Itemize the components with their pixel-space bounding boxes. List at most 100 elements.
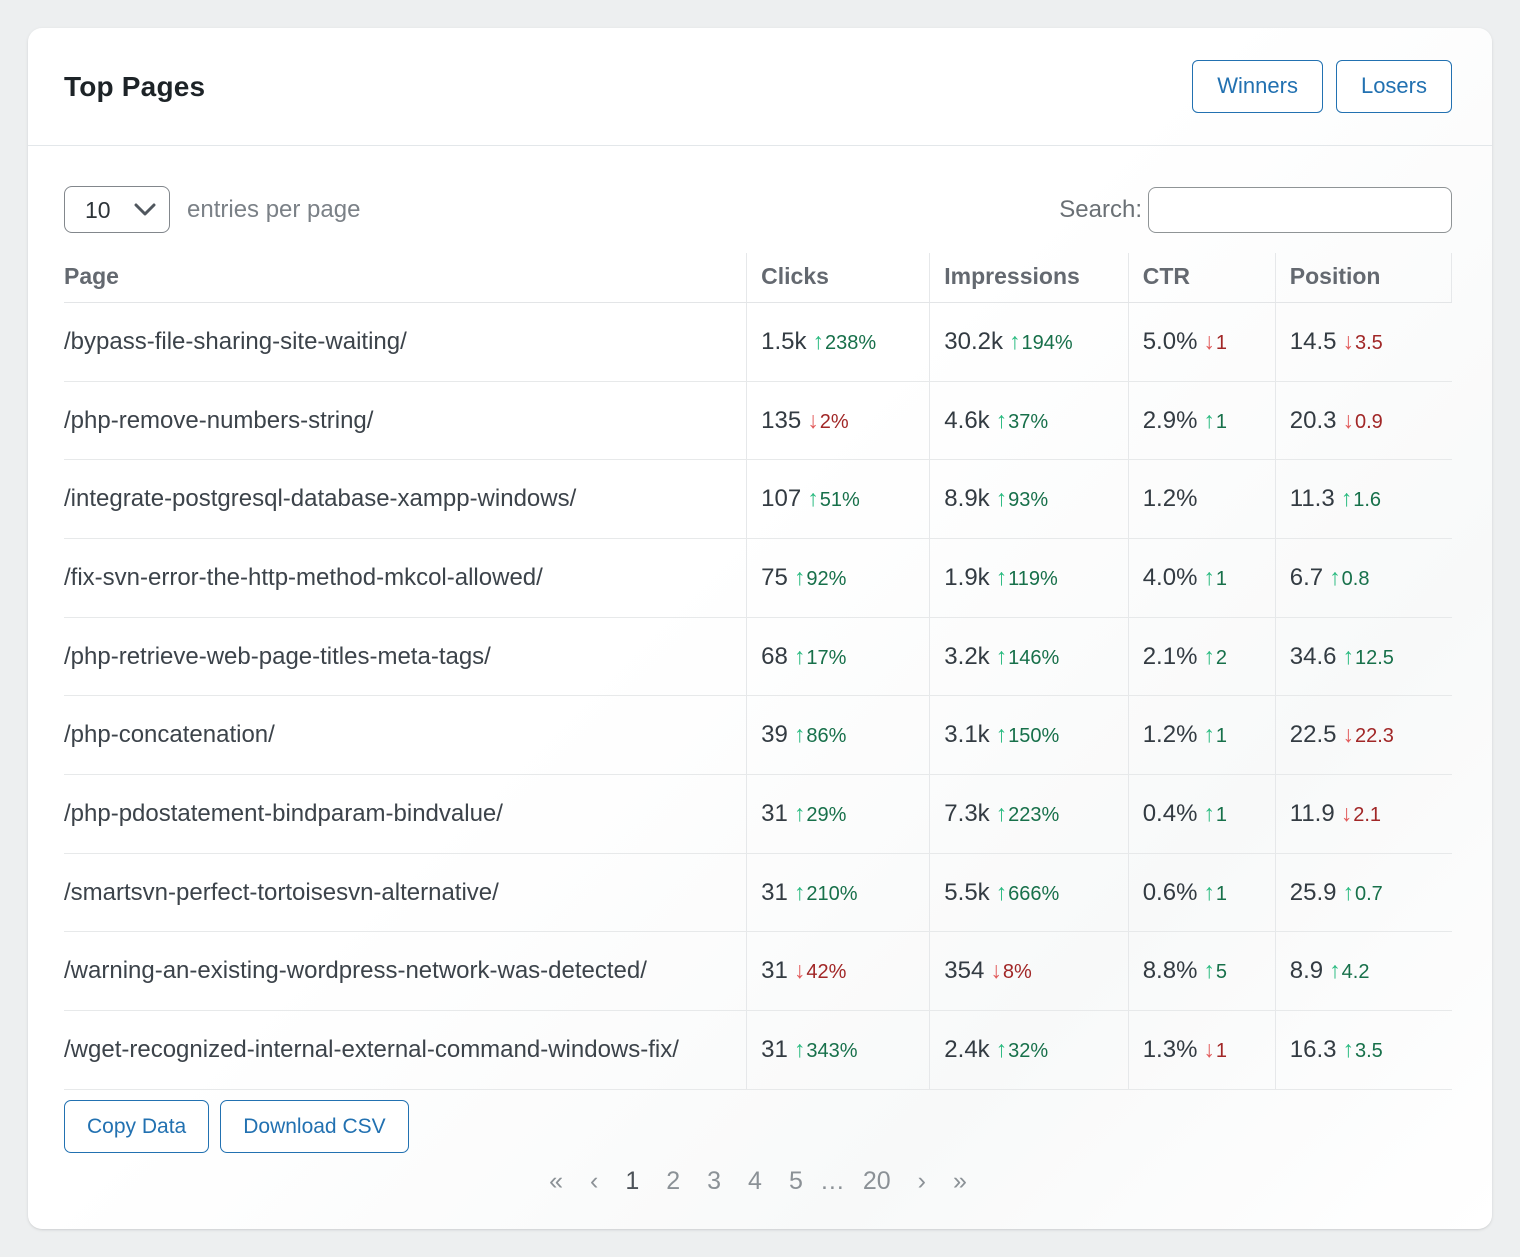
trend-arrow-icon: ↑	[1329, 957, 1341, 984]
pagination-item-20[interactable]: 20	[862, 1166, 891, 1195]
search-input[interactable]	[1148, 186, 1452, 233]
impressions-change-badge: ↑194%	[1009, 328, 1073, 355]
trend-arrow-icon: ↑	[995, 878, 1008, 905]
position-cell: 20.3 ↓0.9	[1274, 381, 1452, 461]
ctr-cell: 1.2%	[1127, 459, 1276, 540]
position-cell: 14.5 ↓3.5	[1274, 302, 1452, 382]
clicks-cell: 68 ↑17%	[746, 617, 930, 697]
clicks-change-badge: ↑210%	[794, 879, 858, 906]
trend-arrow-icon: ↓	[807, 406, 819, 433]
pagination-item-5[interactable]: 5	[788, 1166, 803, 1195]
change-value: 343%	[806, 1040, 858, 1063]
change-value: 0.9	[1354, 410, 1383, 433]
column-header-clicks[interactable]: Clicks	[746, 253, 930, 303]
impressions-cell: 1.9k ↑119%	[929, 538, 1129, 618]
trend-arrow-icon: ↑	[812, 328, 825, 354]
trend-arrow-icon: ↓	[1203, 1036, 1215, 1063]
impressions-cell: 30.2k ↑194%	[929, 302, 1129, 382]
pagination-ellipsis: …	[819, 1166, 846, 1195]
pagination-item-»[interactable]: »	[953, 1166, 967, 1195]
ctr-change-badge: ↓1	[1203, 1036, 1227, 1063]
export-buttons: Copy Data Download CSV	[64, 1099, 1452, 1153]
impressions-cell: 3.2k ↑146%	[929, 617, 1129, 697]
change-value: 5	[1215, 961, 1228, 984]
change-value: 223%	[1008, 804, 1060, 827]
copy-data-button[interactable]: Copy Data	[64, 1099, 210, 1153]
trend-arrow-icon: ↑	[793, 800, 806, 827]
position-cell: 11.3 ↑1.6	[1274, 459, 1452, 540]
pagination-item-1[interactable]: 1	[625, 1166, 640, 1195]
column-header-ctr[interactable]: CTR	[1127, 253, 1276, 303]
page-url-cell: /php-remove-numbers-string/	[64, 381, 747, 461]
page-url-cell: /integrate-postgresql-database-xampp-win…	[64, 459, 747, 540]
page-url-cell: /bypass-file-sharing-site-waiting/	[64, 302, 747, 382]
change-value: 194%	[1021, 332, 1073, 354]
change-value: 12.5	[1354, 646, 1394, 669]
change-value: 3.5	[1354, 1040, 1383, 1063]
clicks-change-badge: ↓42%	[794, 957, 847, 984]
pagination-item-3[interactable]: 3	[707, 1166, 722, 1195]
column-header-page[interactable]: Page	[64, 253, 747, 303]
column-header-impressions[interactable]: Impressions	[929, 253, 1129, 303]
download-csv-button[interactable]: Download CSV	[220, 1099, 409, 1153]
header-actions: Winners Losers	[1192, 60, 1452, 113]
change-value: 1	[1215, 568, 1228, 591]
ctr-value: 4.0%	[1142, 564, 1198, 592]
position-value: 20.3	[1289, 406, 1337, 434]
ctr-value: 2.1%	[1142, 642, 1198, 670]
position-value: 6.7	[1289, 564, 1324, 592]
ctr-cell: 1.2% ↑1	[1127, 695, 1276, 776]
trend-arrow-icon: ↓	[1340, 800, 1353, 827]
trend-arrow-icon: ↑	[1329, 564, 1341, 591]
trend-arrow-icon: ↓	[990, 957, 1002, 984]
ctr-value: 1.2%	[1142, 485, 1198, 513]
change-value: 2%	[819, 410, 849, 433]
trend-arrow-icon: ↑	[1203, 406, 1215, 433]
trend-arrow-icon: ↑	[1340, 485, 1353, 512]
pagination-item-‹[interactable]: ‹	[590, 1166, 599, 1195]
clicks-cell: 135 ↓2%	[746, 381, 930, 461]
impressions-value: 8.9k	[944, 485, 990, 513]
pagination-item-4[interactable]: 4	[748, 1166, 762, 1195]
position-value: 22.5	[1289, 721, 1337, 749]
ctr-change-badge: ↑1	[1203, 800, 1227, 827]
table-row: /smartsvn-perfect-tortoisesvn-alternativ…	[64, 853, 1452, 933]
column-header-position[interactable]: Position	[1274, 253, 1453, 303]
change-value: 146%	[1008, 646, 1060, 669]
trend-arrow-icon: ↑	[1203, 957, 1215, 984]
change-value: 37%	[1008, 410, 1049, 433]
pagination-item-›[interactable]: ›	[917, 1166, 926, 1195]
change-value: 150%	[1008, 725, 1060, 748]
clicks-change-badge: ↓2%	[807, 407, 848, 434]
clicks-value: 68	[761, 642, 788, 670]
change-value: 1	[1215, 804, 1228, 827]
impressions-cell: 2.4k ↑32%	[929, 1010, 1129, 1090]
winners-button[interactable]: Winners	[1192, 60, 1323, 113]
trend-arrow-icon: ↑	[995, 721, 1008, 748]
ctr-cell: 0.6% ↑1	[1127, 853, 1276, 933]
ctr-value: 1.3%	[1142, 1036, 1198, 1064]
clicks-value: 31	[761, 1036, 788, 1064]
entries-per-page-select[interactable]: 10	[64, 186, 170, 233]
pagination-item-«[interactable]: «	[549, 1166, 563, 1195]
ctr-change-badge: ↑1	[1203, 407, 1227, 434]
change-value: 0.8	[1341, 568, 1370, 591]
impressions-cell: 8.9k ↑93%	[929, 459, 1129, 540]
position-cell: 6.7 ↑0.8	[1274, 538, 1452, 618]
ctr-cell: 2.1% ↑2	[1127, 617, 1276, 697]
change-value: 29%	[806, 804, 847, 827]
position-value: 14.5	[1289, 328, 1337, 355]
trend-arrow-icon: ↑	[1203, 721, 1215, 748]
position-value: 11.9	[1289, 800, 1335, 828]
clicks-cell: 39 ↑86%	[746, 695, 930, 776]
impressions-change-badge: ↑223%	[996, 800, 1060, 827]
position-change-badge: ↑3.5	[1342, 1036, 1382, 1063]
clicks-change-badge: ↑92%	[794, 564, 847, 591]
impressions-value: 354	[944, 957, 985, 985]
trend-arrow-icon: ↑	[793, 878, 806, 905]
ctr-cell: 4.0% ↑1	[1127, 538, 1276, 618]
ctr-change-badge: ↑1	[1203, 721, 1227, 748]
trend-arrow-icon: ↑	[807, 485, 819, 512]
losers-button[interactable]: Losers	[1335, 60, 1452, 113]
pagination-item-2[interactable]: 2	[666, 1166, 681, 1195]
